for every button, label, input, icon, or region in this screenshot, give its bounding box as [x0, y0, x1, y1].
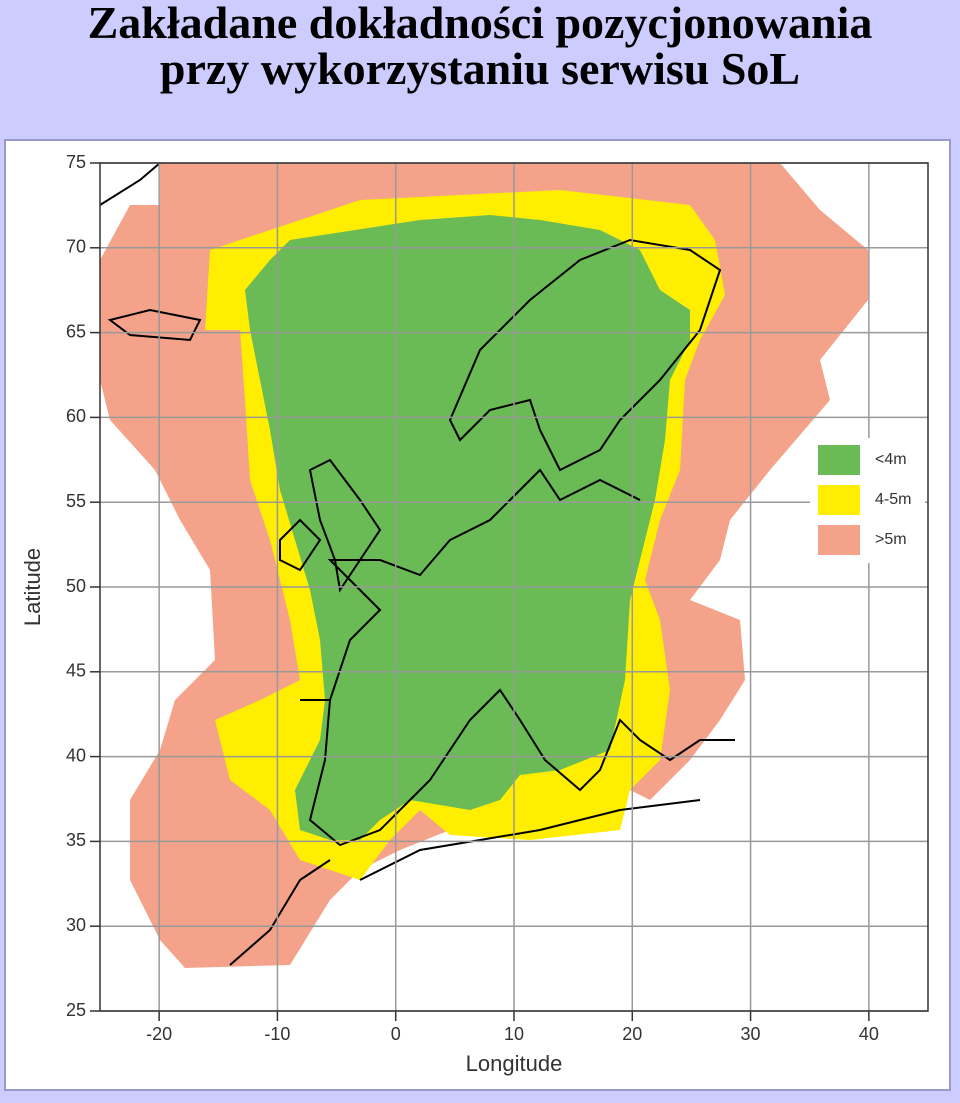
y-tick-label: 35: [66, 830, 86, 850]
y-tick-label: 70: [66, 237, 86, 257]
coastline: [327, 468, 641, 701]
coastline: [99, 162, 701, 966]
x-tick-label: -20: [146, 1024, 172, 1044]
y-tick-label: 30: [66, 915, 86, 935]
coastline: [279, 518, 322, 572]
y-tick-label: 75: [66, 152, 86, 172]
coastline: [448, 238, 722, 472]
legend-label: <4m: [875, 451, 907, 468]
x-tick-label: 30: [741, 1024, 761, 1044]
title-line: Zakładane dokładności pozycjonowania: [87, 0, 873, 48]
legend: <4m 4-5m >5m: [810, 438, 925, 563]
coverage-area: [245, 215, 690, 840]
legend-label: 4-5m: [875, 491, 911, 508]
coastline: [308, 458, 382, 593]
legend-swatch: [818, 525, 860, 555]
y-tick-label: 65: [66, 321, 86, 341]
y-tick-label: 45: [66, 661, 86, 681]
x-tick-label: 20: [622, 1024, 642, 1044]
y-axis-label: Latitude: [20, 548, 45, 626]
x-tick-label: 10: [504, 1024, 524, 1044]
y-tick-label: 60: [66, 406, 86, 426]
x-axis-label: Longitude: [466, 1051, 563, 1076]
x-tick-label: 40: [859, 1024, 879, 1044]
coastlines: [99, 162, 735, 966]
y-tick-label: 40: [66, 745, 86, 765]
coastline: [300, 688, 735, 847]
x-tick-label: 0: [391, 1024, 401, 1044]
title: Zakładane dokładności pozycjonowania prz…: [0, 0, 960, 135]
x-tick-label: -10: [264, 1024, 290, 1044]
y-tick-label: 50: [66, 576, 86, 596]
legend-label: >5m: [875, 531, 907, 548]
y-tick-label: 55: [66, 491, 86, 511]
legend-swatch: [818, 445, 860, 475]
legend-swatch: [818, 485, 860, 515]
title-line: przy wykorzystaniu serwisu SoL: [159, 43, 801, 94]
plot-border: [99, 162, 929, 1012]
y-tick-label: 25: [66, 1000, 86, 1020]
coverage-regions: [100, 163, 868, 968]
